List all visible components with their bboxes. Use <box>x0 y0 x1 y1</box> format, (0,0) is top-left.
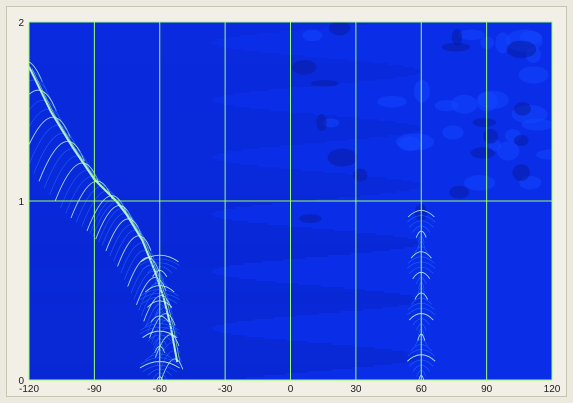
x-tick-label: -90 <box>87 384 102 395</box>
ridge-arc <box>141 289 170 317</box>
ridge-arc <box>145 301 173 328</box>
ridge-arc <box>29 70 48 92</box>
ridge-line-echo <box>31 68 181 365</box>
ridge-arc <box>120 242 155 274</box>
ridge-arc <box>143 295 172 322</box>
ridge-arc <box>147 307 175 333</box>
ridge-arc <box>29 61 43 83</box>
intensity-patch <box>518 66 549 84</box>
ridge-arc <box>124 250 157 280</box>
intensity-patch <box>506 40 537 59</box>
intensity-patch <box>353 168 368 182</box>
ridge-arc <box>133 271 165 300</box>
ridge-arc <box>65 176 108 214</box>
intensity-patch <box>536 149 552 160</box>
ridge-arc <box>70 180 113 219</box>
ridge-arc <box>29 125 76 166</box>
ridge-arc <box>95 205 134 240</box>
x-tick-label: 0 <box>288 384 294 395</box>
x-tick-label: -30 <box>218 384 233 395</box>
ridge-arc <box>29 100 62 122</box>
intensity-patch <box>441 42 471 52</box>
intensity-patch <box>513 135 529 146</box>
intensity-patch <box>495 32 511 54</box>
intensity-patch <box>442 125 464 140</box>
ridge-arc <box>153 326 178 351</box>
intensity-patch <box>512 164 530 181</box>
grid-lines <box>28 21 553 381</box>
y-tick-label: 1 <box>18 197 24 208</box>
intensity-patch <box>451 94 478 114</box>
intensity-patch <box>470 147 495 159</box>
intensity-patch <box>472 118 497 127</box>
intensity-patch <box>316 114 327 132</box>
intensity-patch <box>299 214 322 223</box>
ridge-arc <box>127 257 160 287</box>
intensity-patch <box>464 175 496 191</box>
ridge-arc <box>158 350 182 373</box>
ridge-line <box>29 66 179 363</box>
x-tick-label: 90 <box>481 384 493 395</box>
ridge-arc <box>33 133 80 174</box>
ridge-arc <box>29 116 71 146</box>
x-axis: -120 -90 -60 -30 0 30 60 90 120 <box>19 384 561 395</box>
ridge-arc <box>154 334 180 358</box>
intensity-patch <box>458 29 485 41</box>
intensity-patch <box>329 22 351 36</box>
intensity-patch <box>449 185 470 199</box>
y-axis: 0 1 2 <box>18 18 24 387</box>
ridge-arc <box>29 89 57 112</box>
intensity-patch <box>292 60 317 75</box>
x-tick-label: 30 <box>350 384 362 395</box>
intensity-patch <box>496 141 520 161</box>
x-tick-label: -60 <box>153 384 168 395</box>
ridge-arc <box>117 235 152 267</box>
intensity-patch <box>477 90 509 109</box>
intensity-patch <box>322 118 340 128</box>
ridge-arc <box>29 109 66 130</box>
intensity-patch <box>302 29 323 42</box>
intensity-patch <box>310 80 339 87</box>
intensity-patch <box>483 128 498 144</box>
intensity-patch <box>398 136 421 152</box>
intensity-patch <box>513 102 531 116</box>
x-tick-label: -120 <box>19 384 39 395</box>
x-tick-label: 60 <box>416 384 428 395</box>
ridge-arc <box>60 169 104 209</box>
y-tick-label: 0 <box>18 376 24 387</box>
intensity-patch <box>377 95 407 108</box>
x-tick-label: 120 <box>544 384 561 395</box>
intensity-patch <box>451 28 463 46</box>
intensity-patch <box>521 118 552 131</box>
ridge-arc <box>29 80 52 102</box>
intensity-patch <box>327 148 358 167</box>
intensity-patch <box>413 79 430 103</box>
y-tick-label: 2 <box>18 18 24 29</box>
